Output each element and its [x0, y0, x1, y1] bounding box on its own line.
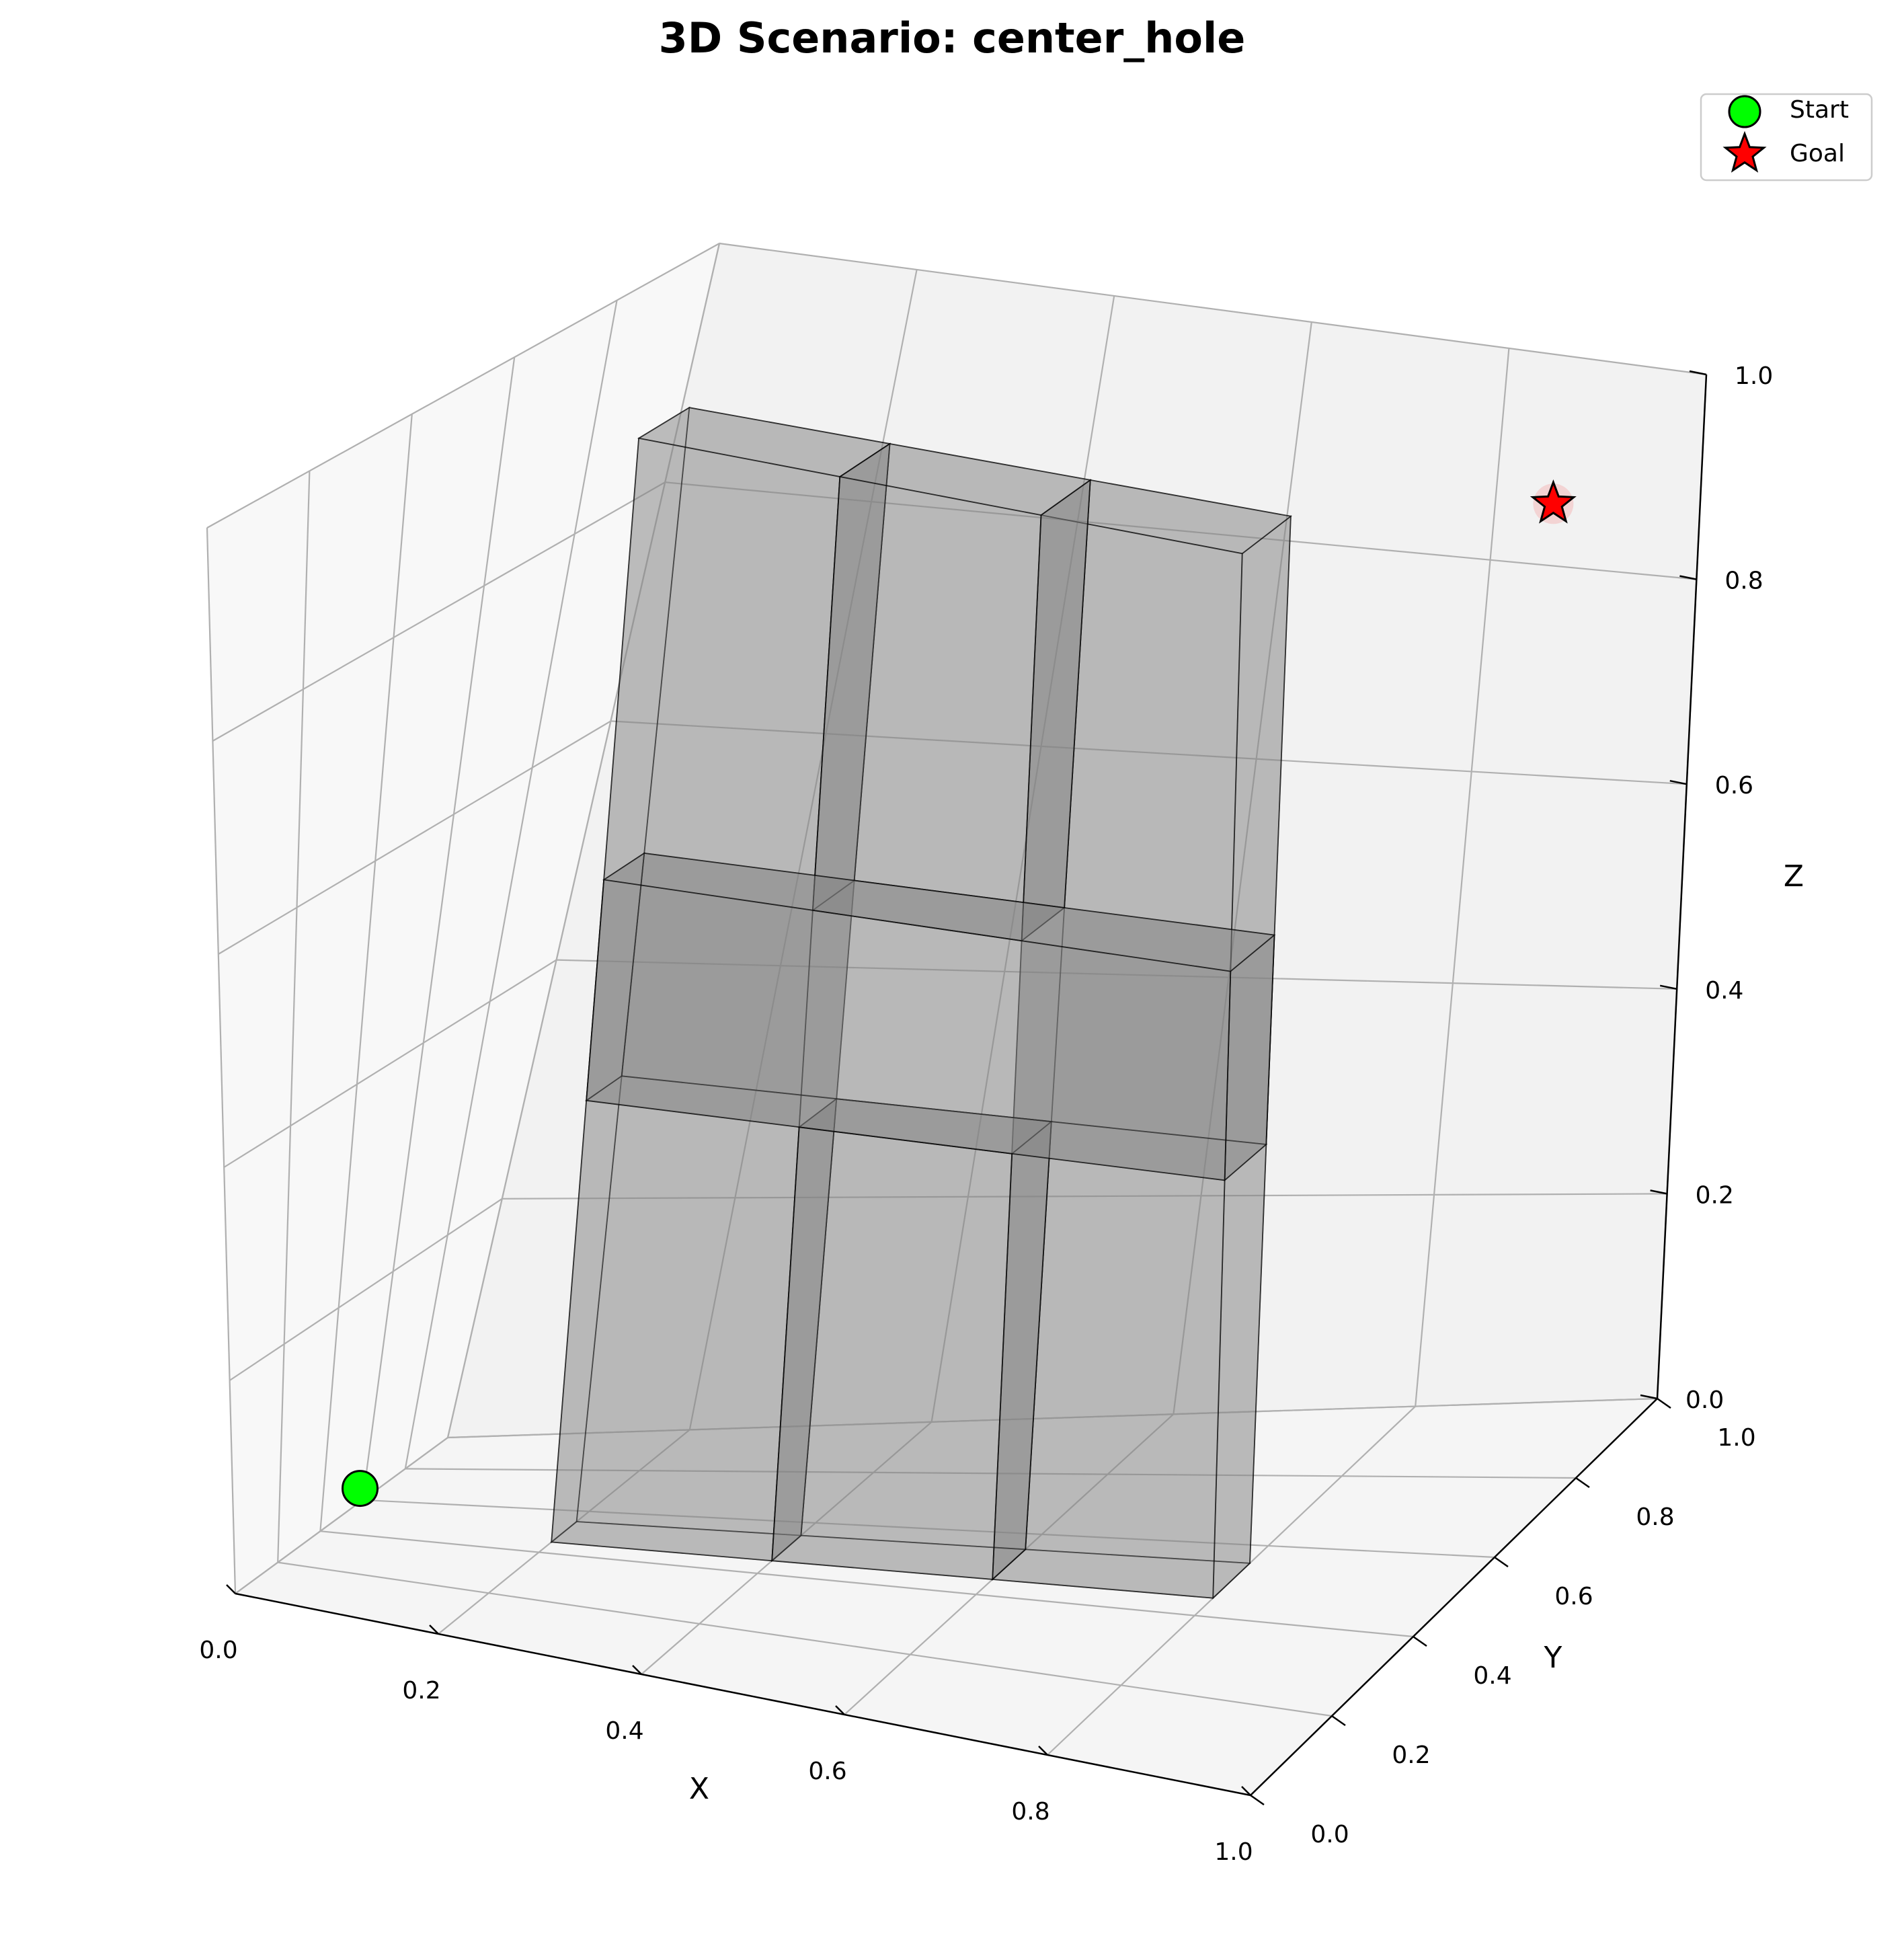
legend-start-marker	[1728, 95, 1761, 128]
z-tick-label: 0.2	[1696, 1181, 1734, 1209]
grid-line-y-floor	[362, 1499, 1495, 1559]
grid-line-y-left	[319, 414, 413, 1532]
x-tick-label: 0.0	[199, 1637, 237, 1664]
grid-line-y-floor	[405, 1468, 1577, 1479]
legend-goal-label: Goal	[1790, 140, 1845, 167]
x-axis-line	[235, 1592, 1251, 1797]
y-tick	[1494, 1556, 1509, 1568]
y-axis-label: Y	[1544, 1641, 1562, 1675]
grid-line-x-back	[688, 269, 918, 1430]
z-tick-label: 0.0	[1685, 1386, 1724, 1414]
y-axis-line	[1250, 1398, 1658, 1796]
x-tick-label: 1.0	[1214, 1838, 1253, 1866]
y-tick-label: 0.0	[1310, 1821, 1349, 1848]
grid-line-z-left	[212, 481, 666, 742]
x-tick	[429, 1625, 439, 1635]
legend-start-label: Start	[1790, 96, 1849, 124]
x-tick	[1038, 1746, 1048, 1756]
z-tick	[1650, 1189, 1667, 1195]
x-tick	[835, 1705, 845, 1715]
scatter-points	[342, 479, 1577, 1508]
y-tick-label: 0.6	[1554, 1583, 1593, 1610]
obstacle-face	[771, 1126, 1013, 1580]
obstacle-face	[811, 475, 1042, 942]
grid-line-y-left	[277, 471, 311, 1563]
grid-line-y-floor	[278, 1561, 1333, 1717]
y-tick-label: 0.8	[1636, 1503, 1674, 1531]
grid-line-y-left	[404, 300, 618, 1469]
x-tick-label: 0.8	[1011, 1798, 1049, 1826]
grid-line-z-left	[218, 720, 611, 955]
z-tick	[1669, 779, 1688, 785]
z-tick-label: 0.6	[1715, 772, 1753, 799]
y-tick	[1657, 1397, 1671, 1409]
start-point	[342, 1470, 379, 1508]
obstacle-box	[584, 852, 1276, 1182]
grid-line-y-left	[446, 243, 721, 1438]
grid-line-y-floor	[320, 1530, 1414, 1638]
x-tick-label: 0.2	[402, 1677, 440, 1705]
grid-line-z-back	[719, 242, 1707, 376]
grid-line-x-back	[1173, 321, 1312, 1415]
grid-line-z-back	[447, 1397, 1658, 1439]
y-tick	[1575, 1477, 1590, 1489]
x-tick-label: 0.4	[605, 1717, 643, 1745]
grid-line-z-left	[223, 959, 557, 1168]
z-tick-label: 0.8	[1724, 568, 1763, 595]
grid-line-x-back	[1415, 348, 1510, 1407]
x-tick	[226, 1584, 236, 1594]
y-tick-label: 1.0	[1717, 1424, 1755, 1452]
y-tick	[1331, 1715, 1346, 1727]
obstacle-box	[770, 1097, 1054, 1581]
z-tick-label: 0.4	[1705, 977, 1743, 1005]
z-axis-label: Z	[1784, 859, 1804, 894]
grid-line-z-back	[665, 481, 1697, 580]
z-tick-label: 1.0	[1735, 362, 1773, 390]
legend-goal-marker	[1722, 130, 1767, 173]
goal-point	[1530, 479, 1577, 524]
y-tick	[1250, 1794, 1265, 1806]
z-tick	[1640, 1394, 1658, 1400]
z-axis-line	[1656, 374, 1708, 1399]
y-tick	[1413, 1635, 1427, 1647]
legend: Start Goal	[1700, 93, 1873, 182]
grid-line-y-left	[206, 527, 237, 1594]
obstacle-box	[991, 479, 1293, 1600]
grid-line-z-left	[229, 1198, 503, 1381]
grid-line-z-back	[610, 720, 1687, 785]
z-tick	[1679, 575, 1697, 580]
grid-line-z-left	[235, 1437, 448, 1594]
grid-line-z-back	[556, 959, 1677, 990]
axis-lines	[235, 374, 1708, 1797]
chart-title: 3D Scenario: center_hole	[659, 13, 1246, 63]
obstacle-box	[549, 406, 891, 1563]
x-axis-label: X	[689, 1772, 709, 1806]
x-tick	[1241, 1786, 1251, 1796]
tick-marks	[226, 370, 1707, 1806]
grid-line-y-left	[362, 357, 516, 1500]
grid-line-x-back	[930, 295, 1115, 1422]
x-tick-label: 0.6	[808, 1758, 846, 1785]
grid-line-z-left	[206, 243, 720, 529]
obstacle-face	[586, 879, 1232, 1181]
grid-line-z-back	[502, 1193, 1667, 1200]
z-tick	[1659, 984, 1677, 990]
obstacle-boxes	[549, 406, 1293, 1600]
y-tick-label: 0.2	[1392, 1742, 1430, 1769]
obstacle-box	[811, 442, 1092, 943]
x-tick	[632, 1665, 642, 1675]
axis-panes	[206, 242, 1708, 1797]
z-tick	[1689, 370, 1707, 376]
y-tick-label: 0.4	[1473, 1662, 1511, 1690]
tick-labels: 0.0 0.2 0.4 0.6 0.8 1.0 0.0 0.2 0.4 0.6 0.8 1.0 0.0 0…	[199, 362, 1773, 1866]
